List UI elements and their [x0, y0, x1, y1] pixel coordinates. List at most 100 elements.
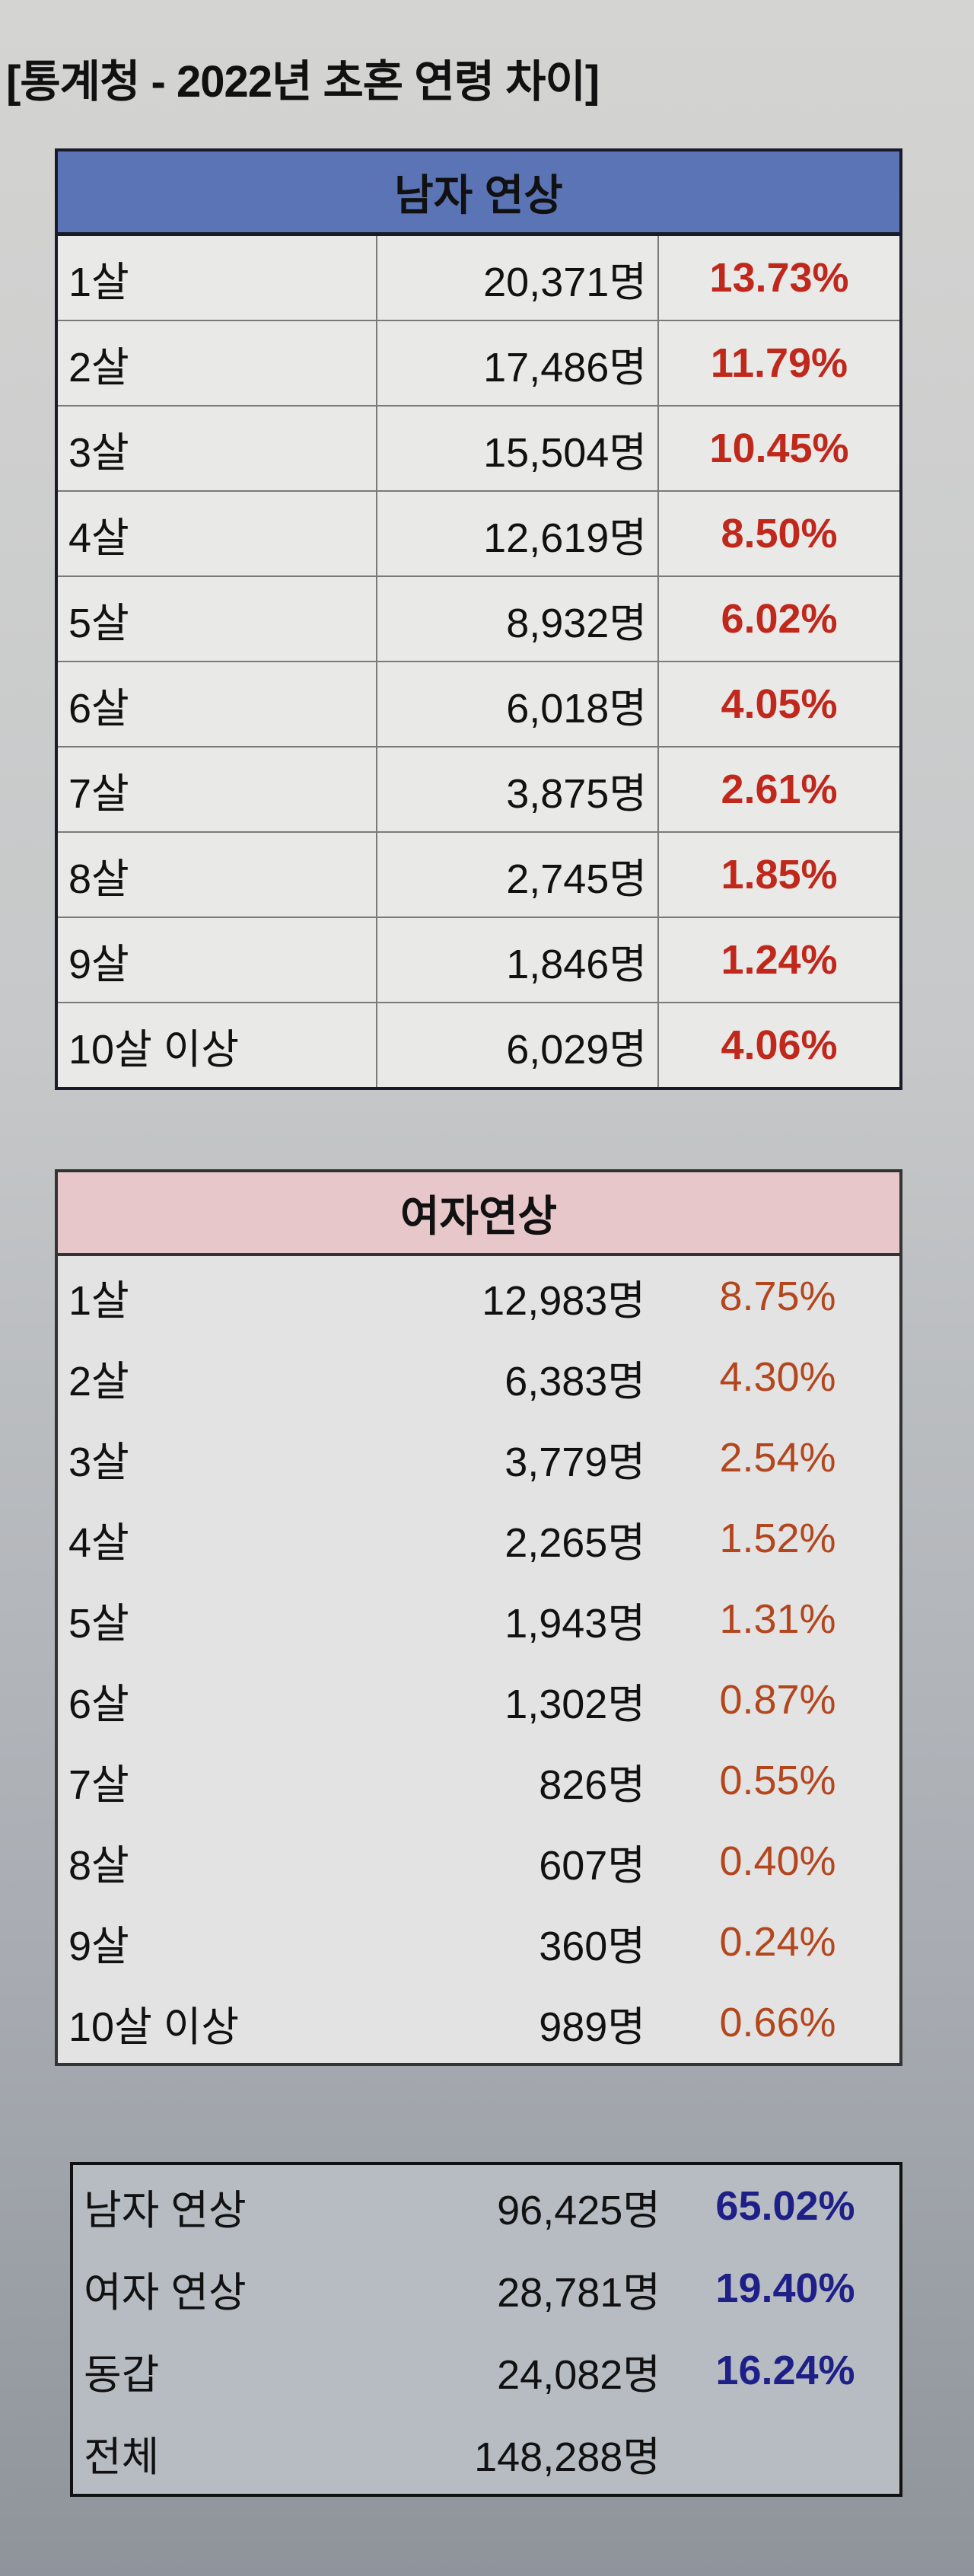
count-cell: 1,846명: [376, 917, 659, 1003]
table-row: 6살 1,302명 0.87%: [56, 1659, 901, 1740]
age-gap-cell: 1살: [68, 1277, 129, 1324]
table-row: 8살 607명 0.40%: [56, 1821, 901, 1902]
count-cell: 12,983명: [482, 1277, 645, 1324]
table-row: 6살 6,018명 4.05%: [56, 661, 902, 748]
table-row: 5살 8,932명 6.02%: [56, 575, 902, 662]
age-gap-cell: 9살: [68, 1923, 129, 1969]
percent-cell: 4.30%: [719, 1354, 836, 1400]
percent-cell: 2.54%: [719, 1435, 836, 1481]
age-gap-cell: 6살: [68, 1681, 129, 1727]
age-gap-cell: 2살: [56, 320, 377, 406]
percent-cell: 8.50%: [657, 490, 902, 577]
female-older-table: 여자연상 1살 12,983명 8.75% 2살 6,383명 4.30% 3살 3,779명…: [55, 1169, 902, 2066]
count-cell: 96,425명: [497, 2187, 660, 2233]
percent-cell: 1.52%: [719, 1516, 836, 1561]
age-gap-cell: 동갑: [84, 2351, 160, 2398]
count-cell: 2,745명: [376, 831, 659, 918]
percent-cell: 16.24%: [715, 2348, 855, 2393]
table-row: 동갑 24,082명 16.24%: [72, 2329, 901, 2412]
age-gap-cell: 10살 이상: [56, 1002, 377, 1089]
count-cell: 607명: [539, 1842, 645, 1889]
count-cell: 6,029명: [376, 1002, 659, 1089]
male-older-table: 남자 연상 1살 20,371명 13.73% 2살 17,486명 11.79% 3살 15…: [55, 148, 902, 1090]
count-cell: 148,288명: [474, 2434, 660, 2480]
age-gap-cell: 10살 이상: [68, 2004, 240, 2050]
percent-cell: 0.55%: [719, 1758, 836, 1803]
table-row: 4살 12,619명 8.50%: [56, 490, 902, 577]
count-cell: 6,383명: [505, 1358, 645, 1404]
table-row: 1살 20,371명 13.73%: [56, 233, 902, 321]
table-row: 8살 2,745명 1.85%: [56, 831, 902, 918]
age-gap-cell: 5살: [68, 1600, 129, 1647]
percent-cell: 4.05%: [657, 661, 902, 748]
table-row: 남자 연상 96,425명 65.02%: [72, 2163, 901, 2247]
percent-cell: 13.73%: [657, 233, 902, 321]
table-row: 2살 17,486명 11.79%: [56, 320, 902, 406]
table-row: 전체 148,288명: [72, 2412, 901, 2495]
age-gap-cell: 5살: [56, 575, 377, 662]
age-gap-cell: 3살: [68, 1439, 129, 1485]
page-title: [통계청 - 2022년 초혼 연령 차이]: [6, 57, 600, 107]
table-row: 10살 이상 6,029명 4.06%: [56, 1002, 902, 1089]
percent-cell: 2.61%: [657, 746, 902, 833]
table-row: 3살 15,504명 10.45%: [56, 405, 902, 492]
table-row: 2살 6,383명 4.30%: [56, 1337, 901, 1417]
age-gap-cell: 1살: [56, 233, 377, 321]
table-row: 4살 2,265명 1.52%: [56, 1498, 901, 1579]
percent-cell: [671, 2412, 901, 2495]
percent-cell: 0.66%: [719, 2000, 836, 2045]
count-cell: 17,486명: [376, 320, 659, 406]
percent-cell: 1.31%: [719, 1596, 836, 1642]
count-cell: 1,943명: [505, 1600, 645, 1647]
age-gap-cell: 4살: [68, 1519, 129, 1566]
percent-cell: 65.02%: [715, 2183, 855, 2229]
count-cell: 3,875명: [376, 746, 659, 833]
age-gap-cell: 8살: [56, 831, 377, 918]
age-gap-cell: 8살: [68, 1842, 129, 1889]
percent-cell: 11.79%: [657, 320, 902, 406]
table-row: 7살 3,875명 2.61%: [56, 746, 902, 833]
table-row: 9살 360명 0.24%: [56, 1902, 901, 1982]
table-row: 여자 연상 28,781명 19.40%: [72, 2247, 901, 2329]
age-gap-cell: 9살: [56, 917, 377, 1003]
age-gap-cell: 2살: [68, 1358, 129, 1404]
percent-cell: 8.75%: [719, 1274, 836, 1319]
summary-table: 남자 연상 96,425명 65.02% 여자 연상 28,781명 19.40% 동갑 24…: [70, 2162, 902, 2497]
count-cell: 12,619명: [376, 490, 659, 577]
count-cell: 24,082명: [497, 2351, 660, 2398]
male-older-header: 남자 연상: [56, 149, 902, 236]
count-cell: 360명: [539, 1923, 645, 1969]
count-cell: 2,265명: [505, 1519, 645, 1566]
percent-cell: 4.06%: [657, 1002, 902, 1089]
table-row: 5살 1,943명 1.31%: [56, 1579, 901, 1659]
percent-cell: 10.45%: [657, 405, 902, 492]
table-row: 7살 826명 0.55%: [56, 1740, 901, 1821]
age-gap-cell: 3살: [56, 405, 377, 492]
count-cell: 3,779명: [505, 1439, 645, 1485]
female-older-header: 여자연상: [56, 1171, 901, 1256]
table-row: 3살 3,779명 2.54%: [56, 1417, 901, 1498]
age-gap-cell: 여자 연상: [84, 2269, 247, 2316]
percent-cell: 1.85%: [657, 831, 902, 918]
age-gap-cell: 7살: [68, 1761, 129, 1808]
count-cell: 15,504명: [376, 405, 659, 492]
percent-cell: 19.40%: [715, 2265, 855, 2311]
percent-cell: 1.24%: [657, 917, 902, 1003]
table-row: 1살 12,983명 8.75%: [56, 1255, 901, 1337]
percent-cell: 0.40%: [719, 1838, 836, 1884]
count-cell: 28,781명: [497, 2269, 660, 2316]
count-cell: 8,932명: [376, 575, 659, 662]
count-cell: 6,018명: [376, 661, 659, 748]
percent-cell: 0.87%: [719, 1677, 836, 1723]
count-cell: 20,371명: [376, 233, 659, 321]
table-row: 10살 이상 989명 0.66%: [56, 1982, 901, 2064]
age-gap-cell: 7살: [56, 746, 377, 833]
age-gap-cell: 6살: [56, 661, 377, 748]
age-gap-cell: 남자 연상: [84, 2187, 247, 2233]
age-gap-cell: 전체: [84, 2434, 160, 2480]
table-row: 9살 1,846명 1.24%: [56, 917, 902, 1003]
percent-cell: 0.24%: [719, 1919, 836, 1965]
percent-cell: 6.02%: [657, 575, 902, 662]
age-gap-cell: 4살: [56, 490, 377, 577]
count-cell: 1,302명: [505, 1681, 645, 1727]
